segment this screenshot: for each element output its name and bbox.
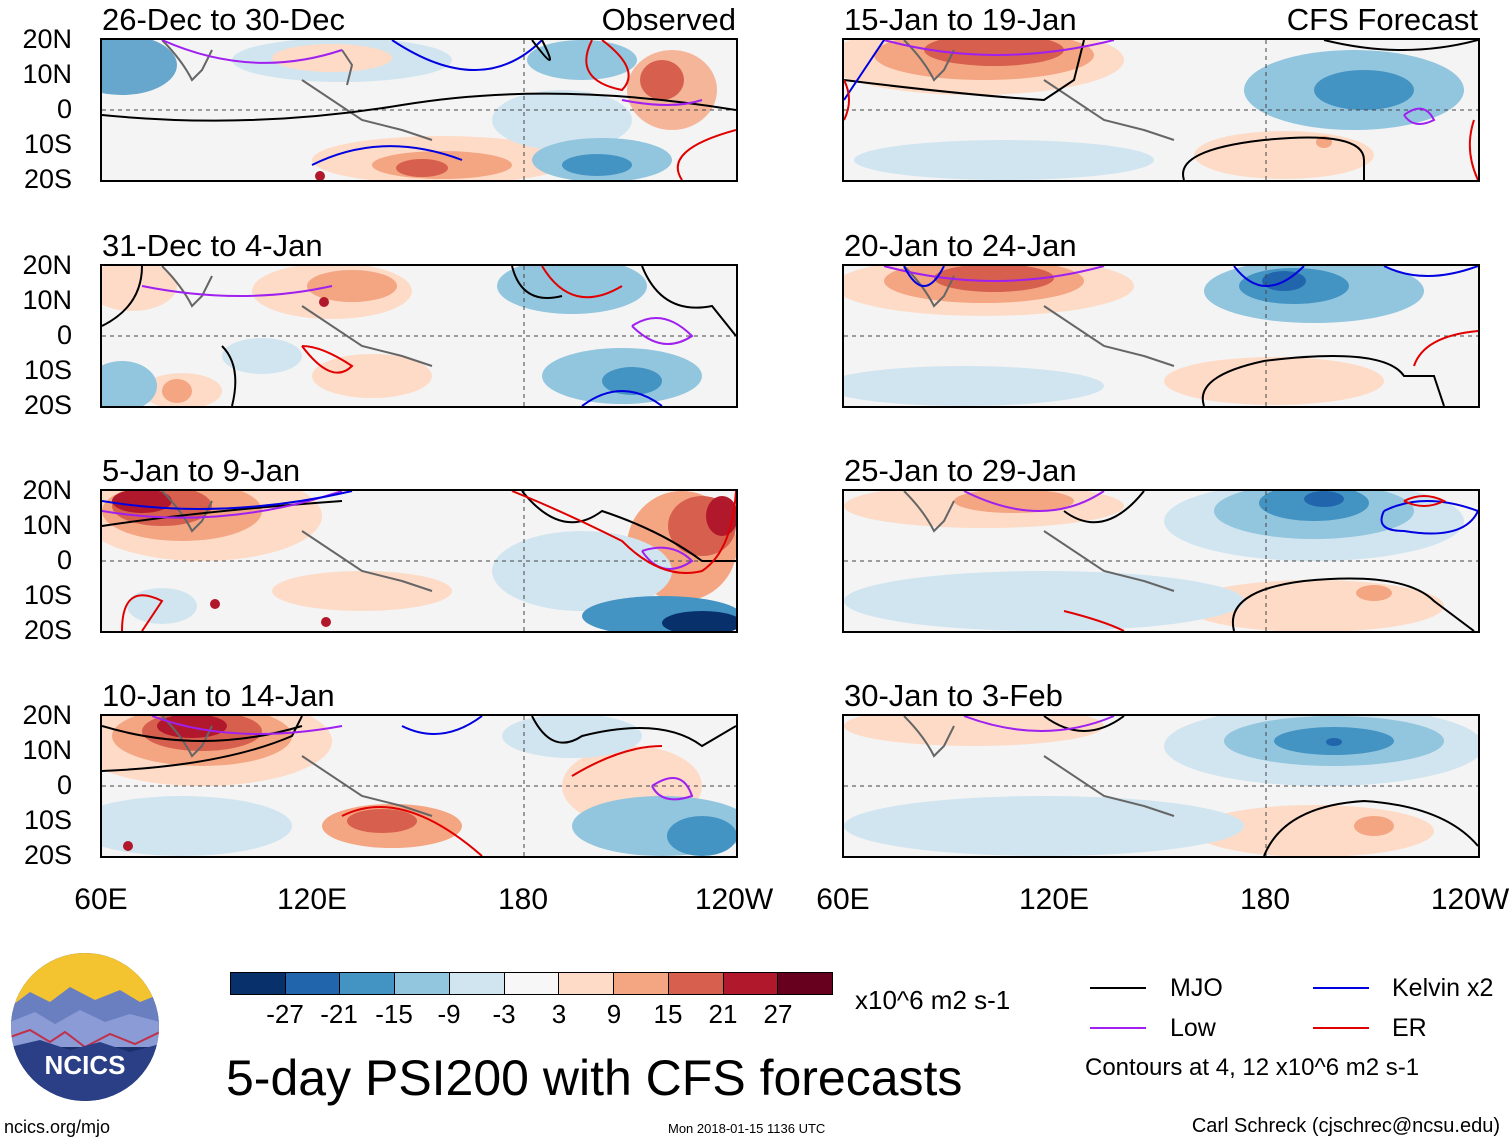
panel-5-title: 15-Jan to 19-Jan — [844, 2, 1077, 37]
map-panel-6 — [842, 264, 1480, 408]
colorbar-label: 15 — [653, 999, 683, 1029]
legend-er-line — [1313, 1027, 1369, 1029]
legend-kelvin-label: Kelvin x2 — [1392, 974, 1494, 1002]
lat-label: 20S — [23, 840, 72, 870]
map-panel-8 — [842, 714, 1480, 858]
map-panel-3 — [100, 489, 738, 633]
lat-label: 20S — [23, 615, 72, 645]
colorbar — [230, 972, 833, 995]
colorbar-label: -21 — [320, 999, 358, 1029]
lon-label: 120W — [1430, 883, 1510, 916]
colorbar-swatch — [668, 973, 724, 994]
panel-1-title: 26-Dec to 30-Dec — [102, 2, 345, 37]
colorbar-label: -27 — [266, 999, 304, 1029]
panel-8-title: 30-Jan to 3-Feb — [844, 678, 1063, 713]
colorbar-label: 9 — [606, 999, 622, 1029]
lat-label: 10S — [23, 580, 72, 610]
lat-label: 10S — [23, 805, 72, 835]
legend-er-label: ER — [1392, 1014, 1427, 1042]
lat-label: 0 — [56, 94, 72, 124]
colorbar-label: 3 — [551, 999, 567, 1029]
colorbar-swatch — [395, 973, 450, 994]
legend-contours-note: Contours at 4, 12 x10^6 m2 s-1 — [1085, 1054, 1420, 1081]
lon-label: 180 — [1239, 883, 1291, 916]
panel-1-corner-label: Observed — [601, 2, 736, 37]
lat-label: 20N — [22, 475, 72, 505]
lon-label: 120E — [1018, 883, 1090, 916]
colorbar-label: 27 — [763, 999, 793, 1029]
map-panel-4 — [100, 714, 738, 858]
legend-mjo-label: MJO — [1170, 974, 1223, 1002]
lat-label: 10N — [22, 735, 72, 765]
colorbar-swatch — [449, 973, 505, 994]
map-panel-5 — [842, 38, 1480, 182]
panel-7-title: 25-Jan to 29-Jan — [844, 453, 1077, 488]
legend-mjo-line — [1090, 987, 1146, 989]
colorbar-swatch — [504, 973, 560, 994]
legend-low-line — [1090, 1027, 1146, 1029]
colorbar-swatch — [614, 973, 669, 994]
lat-label: 0 — [56, 320, 72, 350]
lat-label: 20N — [22, 24, 72, 54]
footer-timestamp: Mon 2018-01-15 1136 UTC — [668, 1121, 826, 1136]
lat-label: 10N — [22, 510, 72, 540]
panel-3-title: 5-Jan to 9-Jan — [102, 453, 301, 488]
footer-url: ncics.org/mjo — [4, 1117, 111, 1137]
lat-label: 20S — [23, 390, 72, 420]
panel-6-title: 20-Jan to 24-Jan — [844, 228, 1077, 263]
colorbar-label: 21 — [708, 999, 738, 1029]
lat-label: 0 — [56, 545, 72, 575]
lon-label: 120E — [276, 883, 348, 916]
panel-5-corner-label: CFS Forecast — [1286, 2, 1478, 37]
main-title: 5-day PSI200 with CFS forecasts — [226, 1050, 963, 1106]
lon-label: 120W — [694, 883, 774, 916]
map-panel-2 — [100, 264, 738, 408]
colorbar-label: -9 — [437, 999, 461, 1029]
colorbar-swatch — [340, 973, 396, 994]
lon-label: 60E — [74, 883, 128, 916]
map-panel-1 — [100, 38, 738, 182]
colorbar-swatch — [723, 973, 779, 994]
panel-2-title: 31-Dec to 4-Jan — [102, 228, 323, 263]
lat-label: 10S — [23, 355, 72, 385]
colorbar-swatch — [285, 973, 341, 994]
lat-label: 10N — [22, 285, 72, 315]
colorbar-swatch — [559, 973, 615, 994]
lat-label: 10S — [23, 129, 72, 159]
legend-kelvin-line — [1313, 987, 1369, 989]
lon-label: 60E — [816, 883, 870, 916]
lat-label: 20N — [22, 250, 72, 280]
logo-text: NCICS — [45, 1050, 126, 1080]
lat-label: 10N — [22, 59, 72, 89]
lat-label: 20S — [23, 164, 72, 194]
colorbar-label: -3 — [492, 999, 516, 1029]
lon-label: 180 — [497, 883, 549, 916]
lat-label: 20N — [22, 700, 72, 730]
lat-label: 0 — [56, 770, 72, 800]
colorbar-swatch — [231, 973, 286, 994]
colorbar-units: x10^6 m2 s-1 — [855, 985, 1011, 1015]
colorbar-label: -15 — [375, 999, 413, 1029]
legend-low-label: Low — [1170, 1014, 1216, 1042]
map-panel-7 — [842, 489, 1480, 633]
footer-author: Carl Schreck (cjschrec@ncsu.edu) — [1191, 1115, 1500, 1137]
panel-4-title: 10-Jan to 14-Jan — [102, 678, 335, 713]
colorbar-swatch — [778, 973, 833, 994]
ncics-logo: NCICS — [10, 952, 160, 1102]
